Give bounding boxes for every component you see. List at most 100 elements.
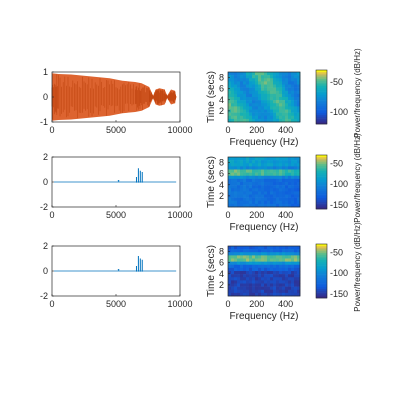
spectrogram-cell: [243, 185, 247, 189]
spectrogram-cell: [249, 90, 253, 95]
spectrogram-cell: [288, 90, 292, 95]
spectrogram-cell: [243, 97, 247, 101]
spectrogram-cell: [282, 169, 286, 173]
spectrogram-cell: [252, 182, 256, 186]
spectrogram-cell: [249, 169, 253, 173]
spectrogram-cell: [261, 271, 265, 275]
spectrogram-cell: [264, 274, 268, 278]
spectrogram-cell: [288, 157, 292, 161]
colorbar-cell: [316, 249, 327, 252]
spectrogram-cell: [276, 78, 280, 82]
spectrogram-cell: [228, 87, 232, 92]
axes-box: [227, 71, 301, 123]
spectrogram-cell: [279, 163, 283, 167]
spectrogram-cell: [240, 93, 244, 98]
spectrogram-cell: [231, 172, 235, 177]
spectrogram-cell: [276, 191, 280, 195]
spectrogram-cell: [246, 90, 250, 95]
x-tick-label: 200: [249, 299, 264, 309]
spectrogram-cell: [255, 81, 259, 85]
spectrogram-cell: [276, 106, 280, 110]
spectrogram-cell: [243, 109, 247, 113]
spectrogram-cell: [228, 84, 232, 88]
spectrogram-cell: [279, 182, 283, 186]
spectrogram-cell: [267, 109, 271, 113]
spectrogram-cell: [291, 283, 295, 287]
spectrogram-cell: [261, 118, 265, 123]
spectrogram-cell: [237, 81, 241, 85]
spectrogram-cell: [282, 188, 286, 192]
y-tick-label: 8: [219, 158, 224, 168]
spectrogram-cell: [258, 169, 262, 173]
spectrogram-cell: [270, 277, 274, 281]
spectrogram-cell: [255, 277, 259, 281]
spectrogram-cell: [228, 93, 232, 98]
spectrogram-cell: [285, 118, 289, 123]
spectrogram-cell: [258, 277, 262, 281]
spectrogram-cell: [297, 157, 301, 161]
spectrogram-cell: [243, 81, 247, 85]
spectrogram-cell: [297, 289, 301, 294]
spectrogram-cell: [291, 97, 295, 101]
spectrogram-cell: [255, 75, 259, 79]
spectrogram-cell: [270, 185, 274, 189]
spectrogram-cell: [243, 264, 247, 269]
spectrogram-cell: [240, 160, 244, 164]
spectrogram-cell: [255, 252, 259, 256]
spectrogram-cell: [231, 252, 235, 256]
spectrogram-cell: [279, 100, 283, 104]
spectrogram-cell: [297, 264, 301, 269]
colorbar-box: [315, 69, 328, 125]
spectrogram-cell: [297, 178, 301, 183]
spectrogram-cell: [249, 292, 253, 297]
spectrogram-cell: [261, 160, 265, 164]
spectrogram-cell: [264, 172, 268, 177]
colorbar-cell: [316, 185, 327, 188]
spectrogram-cell: [237, 249, 241, 253]
spectrogram-cell: [267, 75, 271, 79]
spectrogram-cell: [261, 106, 265, 110]
spectrogram-cell: [246, 286, 250, 291]
spectrogram-cell: [297, 283, 301, 287]
spectrogram-cell: [228, 157, 232, 161]
spectrogram-cell: [255, 271, 259, 275]
spectrogram-cell: [231, 81, 235, 85]
spectrogram-cell: [273, 109, 277, 113]
spectrogram-cell: [291, 90, 295, 95]
spectrogram-cell: [279, 78, 283, 82]
spectrogram-cell: [291, 188, 295, 192]
spectrogram-cell: [294, 90, 298, 95]
spectrogram-cell: [282, 106, 286, 110]
spectrogram-cell: [231, 191, 235, 195]
spectrogram-cell: [276, 286, 280, 291]
spectrogram-cell: [261, 182, 265, 186]
colorbar-cell: [316, 198, 327, 201]
spectrogram-cell: [291, 103, 295, 107]
spectrogram-cell: [264, 109, 268, 113]
spectrogram-cell: [282, 200, 286, 205]
spectrogram-cell: [243, 182, 247, 186]
spectrogram-cell: [237, 283, 241, 287]
spectrogram-cell: [297, 292, 301, 297]
spectrogram-cell: [237, 175, 241, 180]
colorbar-tick-label: -50: [330, 77, 343, 87]
spectrogram-cell: [246, 292, 250, 297]
spectrogram-cell: [228, 185, 232, 189]
spectrogram-cell: [243, 252, 247, 256]
colorbar-cell: [316, 294, 327, 297]
spectrogram-cell: [294, 185, 298, 189]
spectrogram-cell: [228, 249, 232, 253]
spectrogram-cell: [294, 194, 298, 198]
spectrogram-cell: [234, 81, 238, 85]
spectrogram-cell: [279, 166, 283, 170]
spectrogram-cell: [228, 103, 232, 107]
spectrogram-cell: [234, 286, 238, 291]
spectrogram-cell: [252, 109, 256, 113]
spectrogram-cell: [228, 178, 232, 183]
spectrogram-cell: [249, 112, 253, 117]
spectrogram-cell: [234, 90, 238, 95]
spectrogram-cell: [267, 163, 271, 167]
spectrogram-cell: [264, 169, 268, 173]
spectrogram-cell: [255, 185, 259, 189]
spectrogram-cell: [288, 203, 292, 208]
